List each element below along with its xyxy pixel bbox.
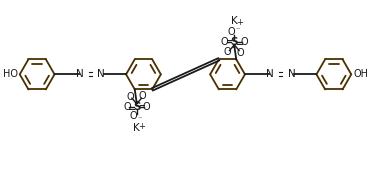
Text: +: + <box>236 18 243 27</box>
Text: O: O <box>126 92 134 102</box>
Text: K: K <box>133 123 140 133</box>
Text: S: S <box>133 102 141 112</box>
Text: O: O <box>123 102 131 112</box>
Text: O: O <box>236 47 244 57</box>
Text: ⁻: ⁻ <box>235 26 240 35</box>
Text: OH: OH <box>353 69 368 79</box>
Text: K: K <box>231 16 238 26</box>
Text: N: N <box>288 69 295 79</box>
Text: N: N <box>76 69 83 79</box>
Text: O: O <box>142 102 150 112</box>
Text: O: O <box>130 112 138 122</box>
Text: O: O <box>240 37 248 47</box>
Text: O: O <box>224 46 232 57</box>
Text: +: + <box>138 122 145 131</box>
Text: O: O <box>221 37 229 47</box>
Text: HO: HO <box>3 69 18 79</box>
Text: O: O <box>139 91 146 101</box>
Text: O: O <box>227 27 235 37</box>
Text: ⁻: ⁻ <box>138 114 142 123</box>
Text: N: N <box>97 69 105 79</box>
Text: S: S <box>230 37 238 47</box>
Text: N: N <box>266 69 274 79</box>
